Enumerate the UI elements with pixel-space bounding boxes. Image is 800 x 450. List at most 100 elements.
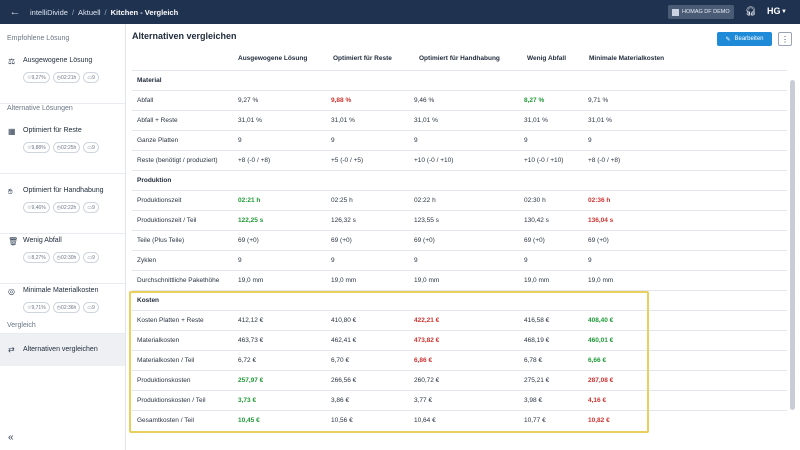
table-cell: 3,86 € [331, 397, 350, 404]
column-header: Minimale Materialkosten [589, 55, 665, 62]
table-cell: 9,46 % [414, 97, 435, 104]
time-chip: ◷ 02:25h [52, 142, 81, 153]
table-cell: 473,82 € [414, 337, 440, 344]
table-section-header: Kosten [132, 290, 787, 310]
count-chip: ▭ 9 [83, 72, 99, 83]
table-cell: 19,0 mm [331, 277, 357, 284]
company-switcher[interactable]: HOMAG DF DEMO [668, 5, 734, 19]
company-name: HOMAG DF DEMO [682, 9, 730, 15]
user-avatar[interactable]: HG [767, 6, 781, 16]
table-cell: 19,0 mm [238, 277, 264, 284]
table-cell: +10 (-0 / +10) [414, 157, 454, 164]
table-cell: 463,73 € [238, 337, 264, 344]
table-cell: 408,40 € [588, 317, 614, 324]
sidebar: Empfohlene Lösung ⚖ Ausgewogene Lösung ♲… [0, 24, 126, 450]
table-row: Materialkosten / Teil 6,72 € 6,70 € 6,86 € 6… [132, 350, 787, 370]
table-cell: 260,72 € [414, 377, 440, 384]
time-chip: ◷ 02:36h [52, 302, 81, 313]
edit-button-label: Bearbeiten [734, 36, 764, 42]
table-cell: 462,41 € [331, 337, 357, 344]
table-row: Produktionskosten / Teil 3,73 € 3,86 € 3,77… [132, 390, 787, 410]
table-cell: 02:21 h [238, 197, 261, 204]
table-row: Materialkosten 463,73 € 462,41 € 473,82 € 46… [132, 330, 787, 350]
table-cell: 19,0 mm [588, 277, 614, 284]
breadcrumb-page: Kitchen - Vergleich [110, 7, 179, 17]
table-cell: 6,78 € [524, 357, 543, 364]
breadcrumb-current-folder[interactable]: Aktuell [78, 7, 101, 17]
breadcrumb-separator: / [104, 7, 107, 17]
table-cell: 69 (+0) [331, 237, 352, 244]
table-row: Zyklen 9 9 9 9 9 [132, 250, 787, 270]
headset-icon[interactable]: 🎧︎ [745, 6, 757, 16]
back-arrow-icon[interactable]: ← [9, 6, 21, 18]
row-label: Durchschnittliche Pakethöhe [137, 277, 220, 284]
breadcrumb-app[interactable]: intelliDivide [30, 7, 68, 17]
sidebar-item-low-waste[interactable]: 🗑︎ Wenig Abfall ♲ 8,27% ◷ 02:30h ▭ 9 [0, 224, 125, 284]
table-cell: 9 [238, 137, 242, 144]
table-cell: 416,58 € [524, 317, 550, 324]
table-cell: 31,01 % [414, 117, 438, 124]
table-cell: 4,16 € [588, 397, 607, 404]
table-cell: 31,01 % [588, 117, 612, 124]
table-cell: 9,71 % [588, 97, 609, 104]
table-cell: 02:25 h [331, 197, 353, 204]
table-cell: 69 (+0) [588, 237, 609, 244]
row-label: Produktionskosten [137, 377, 191, 384]
sidebar-item-handling[interactable]: ✋︎ Optimiert für Handhabung ♲ 9,46% ◷ 02… [0, 174, 125, 234]
table-cell: 6,72 € [238, 357, 257, 364]
table-cell: 31,01 % [238, 117, 262, 124]
scrollbar[interactable] [790, 80, 795, 410]
collapse-sidebar-icon[interactable]: « [8, 432, 14, 443]
table-cell: 10,45 € [238, 417, 260, 424]
time-chip: ◷ 02:30h [52, 252, 81, 263]
table-cell: 123,55 s [414, 217, 439, 224]
count-chip: ▭ 9 [83, 252, 99, 263]
table-cell: 136,04 s [588, 217, 614, 224]
sidebar-item-label: Alternativen vergleichen [23, 346, 98, 353]
sidebar-item-compare[interactable]: ⇄ Alternativen vergleichen [0, 334, 125, 366]
row-label: Produktionszeit / Teil [137, 217, 197, 224]
table-cell: 8,27 % [524, 97, 545, 104]
table-cell: 10,82 € [588, 417, 610, 424]
table-cell: 275,21 € [524, 377, 550, 384]
column-header: Optimiert für Handhabung [419, 55, 500, 62]
table-cell: 266,56 € [331, 377, 357, 384]
comparison-table: Material Abfall 9,27 % 9,88 % 9,46 % 8,27 % 9,… [132, 70, 787, 430]
row-label: Produktionszeit [137, 197, 182, 204]
waste-chip: ♲ 9,88% [23, 142, 50, 153]
more-options-icon[interactable]: ⋮ [778, 32, 792, 46]
table-cell: 19,0 mm [414, 277, 440, 284]
table-cell: 6,70 € [331, 357, 350, 364]
table-cell: 410,80 € [331, 317, 357, 324]
offcut-icon: ▦ [8, 127, 16, 136]
table-cell: 9,88 % [331, 97, 352, 104]
row-label: Abfall + Reste [137, 117, 178, 124]
sidebar-item-label: Ausgewogene Lösung [23, 57, 93, 64]
chevron-down-icon[interactable]: ▼ [781, 9, 787, 15]
table-cell: 422,21 € [414, 317, 440, 324]
table-cell: +8 (-0 / +8) [238, 157, 271, 164]
table-cell: 9 [331, 257, 335, 264]
trash-icon: 🗑︎ [8, 237, 19, 246]
table-cell: 468,19 € [524, 337, 550, 344]
row-label: Abfall [137, 97, 154, 104]
table-cell: 9,27 % [238, 97, 259, 104]
table-cell: 6,66 € [588, 357, 607, 364]
table-cell: 10,56 € [331, 417, 353, 424]
row-label: Teile (Plus Teile) [137, 237, 185, 244]
table-cell: 9 [524, 137, 528, 144]
sidebar-item-min-material-cost[interactable]: ◎ Minimale Materialkosten ♲ 9,71% ◷ 02:3… [0, 274, 125, 334]
table-cell: +10 (-0 / +10) [524, 157, 564, 164]
hand-icon: ✋︎ [8, 187, 13, 196]
table-cell: 10,77 € [524, 417, 546, 424]
sidebar-item-label: Minimale Materialkosten [23, 287, 99, 294]
top-bar: ← intelliDivide / Aktuell / Kitchen - Ve… [0, 0, 800, 24]
pencil-icon: ✎ [725, 36, 731, 43]
table-cell: 257,97 € [238, 377, 264, 384]
sidebar-item-balanced[interactable]: ⚖ Ausgewogene Lösung ♲ 9,27% ◷ 02:21h ▭ … [0, 44, 125, 104]
sidebar-item-offcuts[interactable]: ▦ Optimiert für Reste ♲ 9,88% ◷ 02:25h ▭… [0, 114, 125, 174]
table-cell: 69 (+0) [414, 237, 435, 244]
row-label: Ganze Platten [137, 137, 179, 144]
edit-button[interactable]: ✎ Bearbeiten [717, 32, 772, 46]
table-row: Abfall 9,27 % 9,88 % 9,46 % 8,27 % 9,71 % [132, 90, 787, 110]
